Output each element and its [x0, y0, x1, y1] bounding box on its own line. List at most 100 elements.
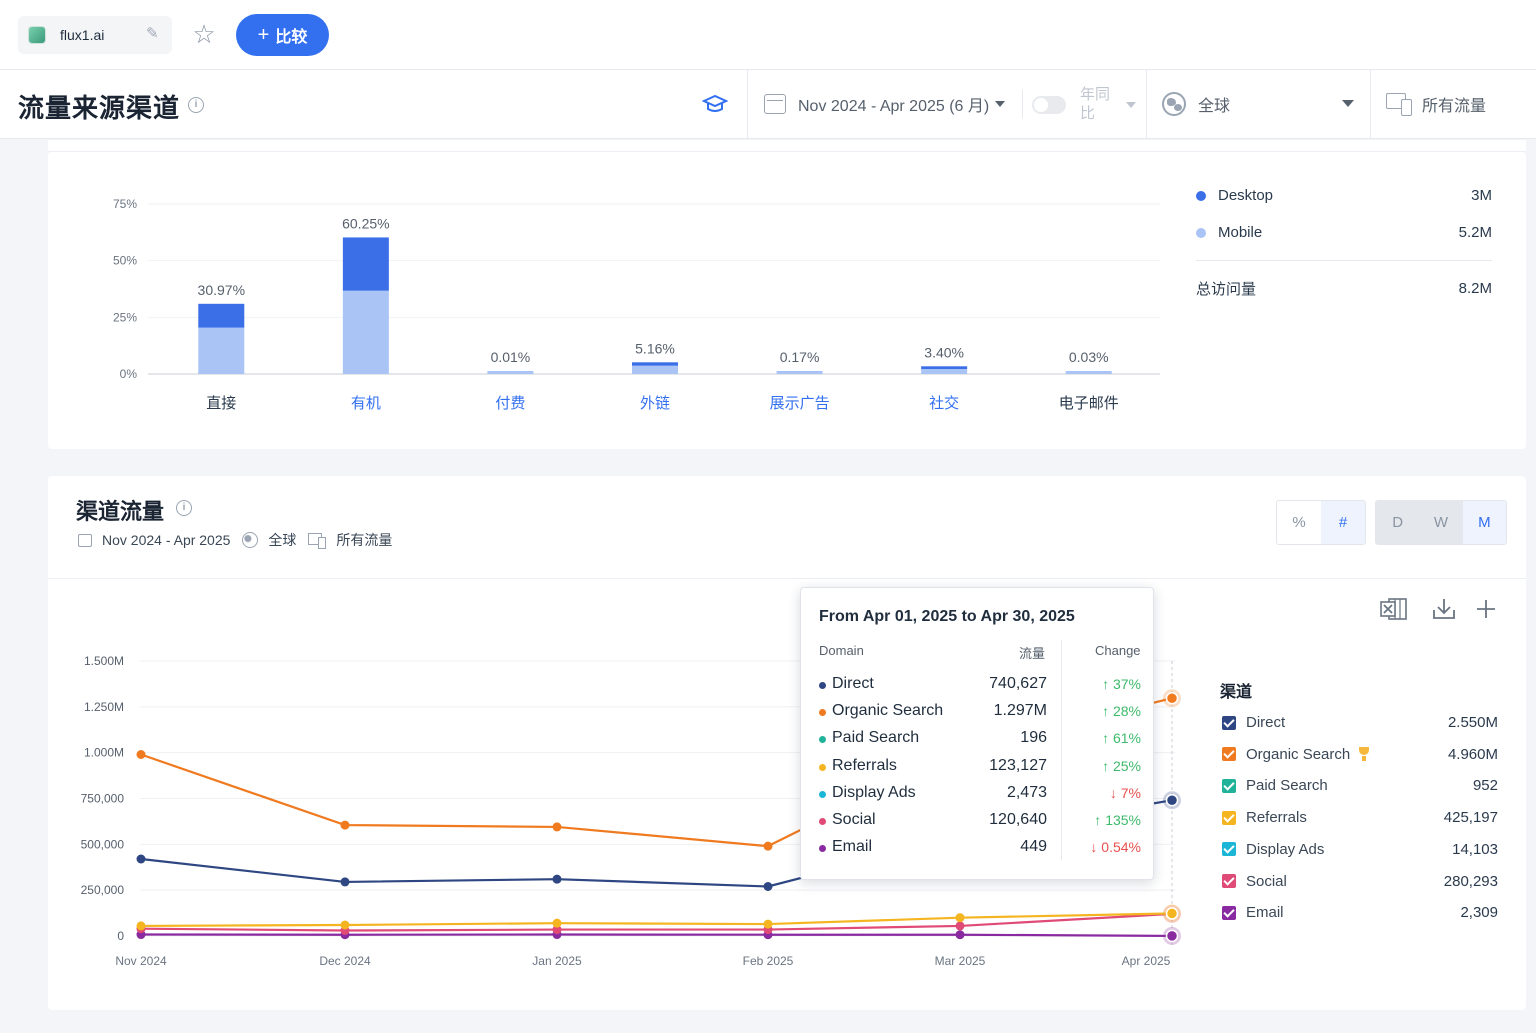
tooltip-col-domain: Domain: [819, 643, 864, 658]
channel-legend-item[interactable]: Email 2,309: [1222, 904, 1498, 921]
bar-mobile-segment[interactable]: [921, 369, 968, 374]
channel-legend-item[interactable]: Direct 2.550M: [1222, 714, 1498, 731]
tooltip-change-value: 37%: [1112, 676, 1141, 692]
series-point[interactable]: [1165, 691, 1179, 705]
series-point[interactable]: [763, 882, 773, 891]
series-point[interactable]: [955, 930, 965, 940]
period-week-button[interactable]: W: [1419, 501, 1463, 544]
arrow-up-icon: ↑: [1102, 757, 1110, 774]
arrow-down-icon: ↓: [1090, 839, 1098, 856]
bar-mobile-segment[interactable]: [487, 371, 534, 374]
series-point[interactable]: [136, 750, 146, 759]
traffic-type-filter[interactable]: 所有流量: [1386, 92, 1486, 116]
arrow-up-icon: ↑: [1102, 730, 1110, 747]
series-point[interactable]: [136, 854, 146, 864]
series-point[interactable]: [1165, 929, 1179, 943]
chevron-down-icon[interactable]: [1342, 100, 1354, 107]
download-icon[interactable]: [1430, 596, 1458, 622]
star-icon[interactable]: ☆: [192, 19, 216, 49]
bar-desktop-segment[interactable]: [198, 303, 245, 328]
region-filter[interactable]: 全球: [1162, 92, 1230, 116]
series-point[interactable]: [763, 919, 773, 929]
bar-mobile-segment[interactable]: [342, 290, 389, 374]
series-point[interactable]: [1165, 793, 1179, 807]
checkbox-checked-icon[interactable]: [1222, 747, 1236, 762]
channel-name: Social: [1246, 872, 1287, 890]
region-label: 全球: [1198, 98, 1231, 115]
series-line[interactable]: [140, 912, 1173, 928]
series-line[interactable]: [140, 933, 1173, 938]
channel-total: 952: [1472, 777, 1498, 795]
legend-mobile[interactable]: Mobile 5.2M: [1196, 224, 1492, 241]
series-point[interactable]: [340, 920, 350, 930]
graduation-cap-icon[interactable]: [702, 92, 728, 116]
info-icon[interactable]: i: [176, 500, 192, 516]
checkbox-checked-icon[interactable]: [1222, 715, 1236, 730]
tooltip-change-value: 0.54%: [1101, 839, 1141, 856]
checkbox-checked-icon[interactable]: [1222, 778, 1236, 793]
tooltip-channel-name: Referrals: [832, 756, 897, 774]
checkbox-checked-icon[interactable]: [1222, 874, 1236, 888]
channel-legend-item[interactable]: Paid Search 952: [1222, 777, 1498, 794]
y-tick-label: 0: [117, 929, 124, 943]
checkbox-checked-icon[interactable]: [1222, 810, 1236, 825]
checkbox-checked-icon[interactable]: [1222, 905, 1236, 920]
channel-legend-item[interactable]: Referrals 425,197: [1222, 809, 1498, 826]
meta-date-range: Nov 2024 - Apr 2025: [102, 532, 231, 548]
period-month-button[interactable]: M: [1462, 501, 1506, 544]
x-category-label[interactable]: 有机: [351, 395, 381, 412]
legend-label: Desktop: [1218, 187, 1274, 204]
legend-desktop[interactable]: Desktop 3M: [1196, 187, 1492, 204]
date-range-label: Nov 2024 - Apr 2025 (6 月): [798, 98, 990, 115]
x-category-label[interactable]: 外链: [640, 395, 670, 412]
header-separator: [1022, 90, 1023, 118]
bar-mobile-segment[interactable]: [1065, 371, 1112, 374]
x-category-label[interactable]: 展示广告: [770, 395, 830, 412]
bar-mobile-segment[interactable]: [776, 371, 823, 374]
channel-legend-item[interactable]: Display Ads 14,103: [1222, 841, 1498, 858]
series-point[interactable]: [552, 925, 562, 935]
chevron-down-icon[interactable]: [1126, 102, 1136, 108]
channel-legend-item[interactable]: Social 280,293: [1222, 873, 1498, 890]
bar-desktop-segment[interactable]: [921, 366, 968, 370]
series-point[interactable]: [552, 822, 562, 832]
series-point[interactable]: [552, 918, 562, 928]
site-chip[interactable]: flux1.ai ✎: [18, 16, 172, 54]
pencil-icon[interactable]: ✎: [146, 25, 159, 42]
traffic-type-label: 所有流量: [1422, 98, 1487, 115]
compare-button[interactable]: + 比较: [236, 14, 329, 56]
bar-desktop-segment[interactable]: [342, 237, 389, 291]
excel-export-icon[interactable]: [1380, 596, 1408, 622]
add-icon[interactable]: [1472, 596, 1500, 622]
unit-percent-button[interactable]: %: [1292, 514, 1306, 531]
channel-total: 2,309: [1460, 904, 1498, 922]
series-point[interactable]: [136, 921, 146, 931]
site-name: flux1.ai: [60, 27, 105, 43]
date-range-filter[interactable]: Nov 2024 - Apr 2025 (6 月): [764, 92, 1006, 116]
y-tick-label: 75%: [113, 197, 137, 211]
series-point[interactable]: [1165, 907, 1179, 920]
tooltip-channel-name: Paid Search: [832, 729, 920, 747]
series-point[interactable]: [955, 921, 965, 931]
bar-mobile-segment[interactable]: [632, 365, 678, 374]
bar-mobile-segment[interactable]: [198, 327, 245, 374]
bar-desktop-segment[interactable]: [632, 362, 678, 366]
period-day-button[interactable]: D: [1376, 501, 1420, 544]
unit-number-button[interactable]: #: [1321, 501, 1365, 544]
series-point[interactable]: [763, 841, 773, 851]
series-point[interactable]: [955, 913, 965, 923]
tooltip-channel-name: Social: [832, 811, 876, 828]
channel-total: 14,103: [1452, 840, 1498, 858]
tooltip-change: ↓ 0.54%: [1090, 839, 1141, 855]
yoy-toggle[interactable]: [1032, 96, 1066, 114]
series-point[interactable]: [552, 874, 562, 884]
y-tick-label: 750,000: [81, 792, 125, 806]
series-point[interactable]: [340, 820, 350, 830]
x-category-label[interactable]: 付费: [495, 395, 525, 412]
series-point[interactable]: [340, 877, 350, 887]
channel-legend-item[interactable]: Organic Search 4.960M: [1222, 746, 1498, 763]
info-icon[interactable]: i: [188, 97, 204, 113]
x-category-label[interactable]: 社交: [929, 394, 959, 412]
series-line[interactable]: [140, 912, 1173, 932]
checkbox-checked-icon[interactable]: [1222, 842, 1236, 857]
